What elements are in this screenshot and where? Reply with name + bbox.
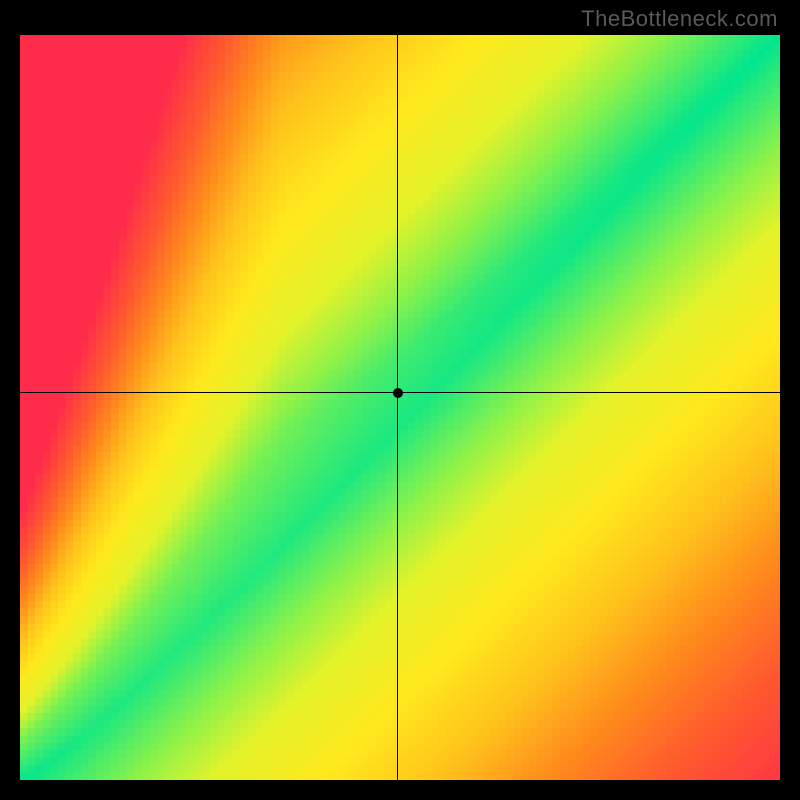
chart-container: TheBottleneck.com — [0, 0, 800, 800]
crosshair-vertical — [397, 35, 398, 780]
heatmap-canvas — [20, 35, 780, 780]
plot-area — [20, 35, 780, 780]
crosshair-marker-dot — [393, 388, 403, 398]
watermark-text: TheBottleneck.com — [581, 6, 778, 32]
